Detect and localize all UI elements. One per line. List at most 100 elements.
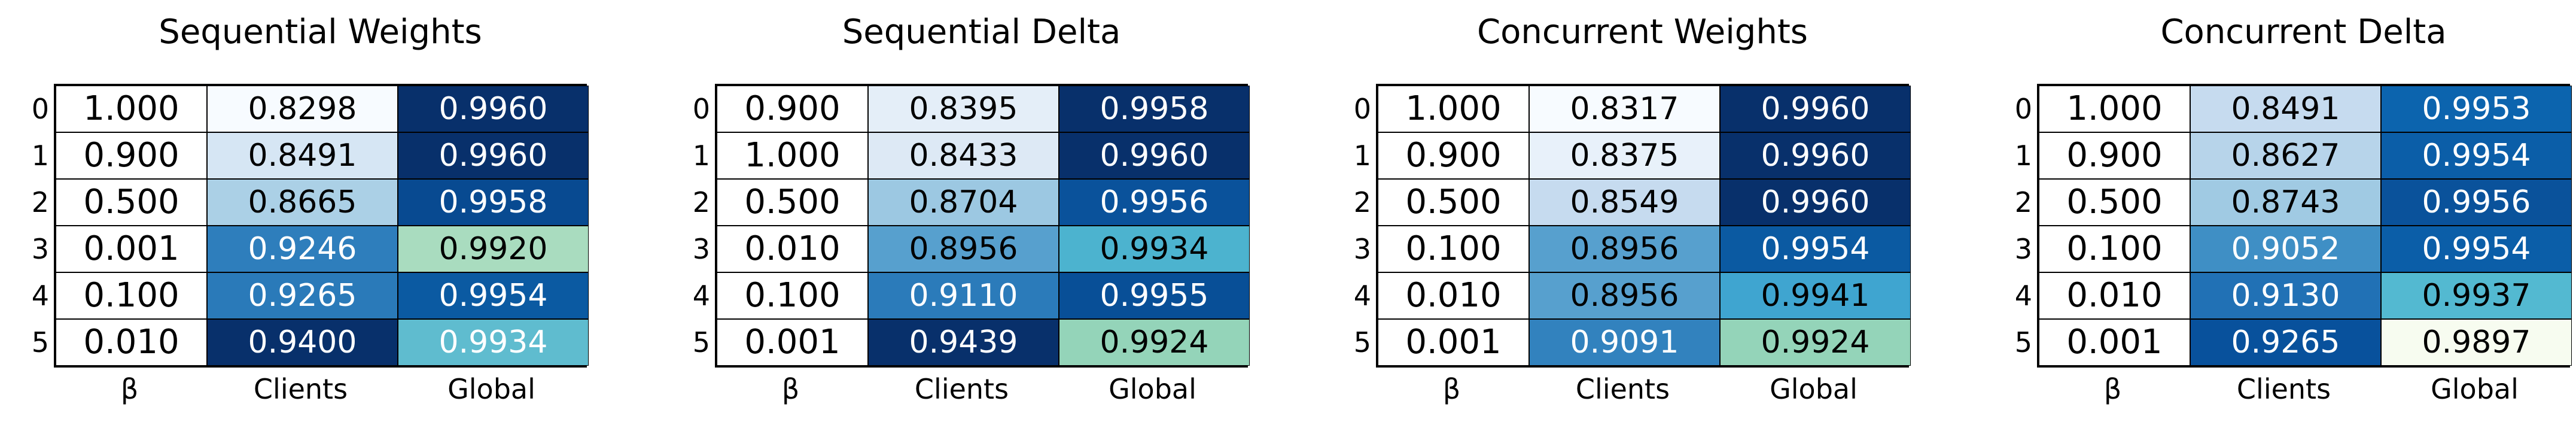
table-cell: 0.9958 xyxy=(398,179,589,226)
table-cell: 0.100 xyxy=(717,272,868,319)
table-cell: 0.001 xyxy=(56,226,207,272)
panel-title: Sequential Delta xyxy=(842,13,1121,51)
table-cell: 0.900 xyxy=(717,86,868,132)
row-label: 1 xyxy=(31,139,49,172)
table-cell: 0.9954 xyxy=(2381,226,2572,272)
row-label: 4 xyxy=(31,280,49,312)
column-label: β xyxy=(781,373,800,405)
table-cell: 0.001 xyxy=(1378,319,1529,366)
row-label: 2 xyxy=(2014,186,2032,218)
table-cell: 0.9956 xyxy=(1059,179,1250,226)
row-label: 3 xyxy=(31,233,49,265)
table-cell: 0.001 xyxy=(717,319,868,366)
table-cell: 0.8956 xyxy=(1529,272,1720,319)
row-label: 1 xyxy=(2014,139,2032,172)
row-label: 2 xyxy=(692,186,710,218)
column-label: Clients xyxy=(1575,373,1670,405)
table-cell: 0.500 xyxy=(2039,179,2190,226)
row-label: 0 xyxy=(2014,93,2032,125)
column-label: β xyxy=(1442,373,1461,405)
table-cell: 0.010 xyxy=(1378,272,1529,319)
table-cell: 1.000 xyxy=(56,86,207,132)
table-cell: 0.9246 xyxy=(207,226,398,272)
heatmap-panel: Sequential Weights 0 1 2 3 4 5 1.000 0.8298 0.996… xyxy=(32,0,589,425)
row-label: 3 xyxy=(2014,233,2032,265)
table-cell: 0.8956 xyxy=(868,226,1059,272)
table-cell: 0.8433 xyxy=(868,132,1059,179)
panel-title: Sequential Weights xyxy=(159,13,482,51)
table-cell: 0.9265 xyxy=(2190,319,2381,366)
table-cell: 0.9960 xyxy=(398,132,589,179)
column-label: Global xyxy=(1109,373,1196,405)
table-cell: 0.9960 xyxy=(1059,132,1250,179)
table-cell: 0.9091 xyxy=(1529,319,1720,366)
table-cell: 0.8491 xyxy=(2190,86,2381,132)
row-label: 0 xyxy=(31,93,49,125)
row-label: 3 xyxy=(692,233,710,265)
row-label: 5 xyxy=(1353,326,1371,359)
table-cell: 0.8956 xyxy=(1529,226,1720,272)
table-cell: 0.9897 xyxy=(2381,319,2572,366)
column-label: Global xyxy=(1770,373,1858,405)
row-label: 5 xyxy=(31,326,49,359)
column-label: Clients xyxy=(253,373,348,405)
row-label: 1 xyxy=(692,139,710,172)
row-label: 1 xyxy=(1353,139,1371,172)
table-cell: 0.9960 xyxy=(1720,132,1911,179)
table-cell: 0.500 xyxy=(717,179,868,226)
row-label: 2 xyxy=(1353,186,1371,218)
panel-title: Concurrent Weights xyxy=(1477,13,1808,51)
row-label: 3 xyxy=(1353,233,1371,265)
table-cell: 0.9052 xyxy=(2190,226,2381,272)
table-cell: 0.8317 xyxy=(1529,86,1720,132)
row-label: 4 xyxy=(2014,280,2032,312)
table-cell: 0.9960 xyxy=(1720,86,1911,132)
column-label: Global xyxy=(447,373,535,405)
row-label: 0 xyxy=(1353,93,1371,125)
table-cell: 0.9960 xyxy=(1720,179,1911,226)
table-cell: 0.010 xyxy=(2039,272,2190,319)
table-cell: 0.500 xyxy=(1378,179,1529,226)
table-cell: 0.900 xyxy=(2039,132,2190,179)
row-label: 4 xyxy=(1353,280,1371,312)
heatmap-panel: Concurrent Weights 0 1 2 3 4 5 1.000 0.8317 0.996… xyxy=(1354,0,1911,425)
table-cell: 0.9954 xyxy=(2381,132,2572,179)
table-cell: 0.9956 xyxy=(2381,179,2572,226)
table-cell: 0.010 xyxy=(56,319,207,366)
table-cell: 0.100 xyxy=(56,272,207,319)
row-label: 5 xyxy=(2014,326,2032,359)
table-cell: 0.9110 xyxy=(868,272,1059,319)
table-cell: 0.8549 xyxy=(1529,179,1720,226)
table-cell: 0.9265 xyxy=(207,272,398,319)
table-cell: 0.8375 xyxy=(1529,132,1720,179)
heatmap-table: 0.900 0.8395 0.9958 1.000 0.8433 0.9960 0.500 0… xyxy=(715,84,1250,368)
column-label: Clients xyxy=(2236,373,2331,405)
row-label: 0 xyxy=(692,93,710,125)
table-cell: 0.8491 xyxy=(207,132,398,179)
table-cell: 0.8627 xyxy=(2190,132,2381,179)
table-cell: 0.8665 xyxy=(207,179,398,226)
table-cell: 0.9941 xyxy=(1720,272,1911,319)
table-cell: 0.9400 xyxy=(207,319,398,366)
column-label: Global xyxy=(2431,373,2519,405)
table-cell: 0.500 xyxy=(56,179,207,226)
column-label: Clients xyxy=(914,373,1009,405)
table-cell: 0.100 xyxy=(2039,226,2190,272)
column-label: β xyxy=(2103,373,2122,405)
table-cell: 0.9934 xyxy=(398,319,589,366)
table-cell: 1.000 xyxy=(2039,86,2190,132)
table-cell: 1.000 xyxy=(1378,86,1529,132)
table-cell: 0.9937 xyxy=(2381,272,2572,319)
panel-title: Concurrent Delta xyxy=(2160,13,2447,51)
table-cell: 0.900 xyxy=(56,132,207,179)
table-cell: 0.8743 xyxy=(2190,179,2381,226)
table-cell: 0.010 xyxy=(717,226,868,272)
table-cell: 0.900 xyxy=(1378,132,1529,179)
row-label: 2 xyxy=(31,186,49,218)
table-cell: 0.9439 xyxy=(868,319,1059,366)
table-cell: 0.9954 xyxy=(1720,226,1911,272)
row-label: 5 xyxy=(692,326,710,359)
table-cell: 0.9924 xyxy=(1720,319,1911,366)
table-cell: 0.100 xyxy=(1378,226,1529,272)
table-cell: 0.8395 xyxy=(868,86,1059,132)
